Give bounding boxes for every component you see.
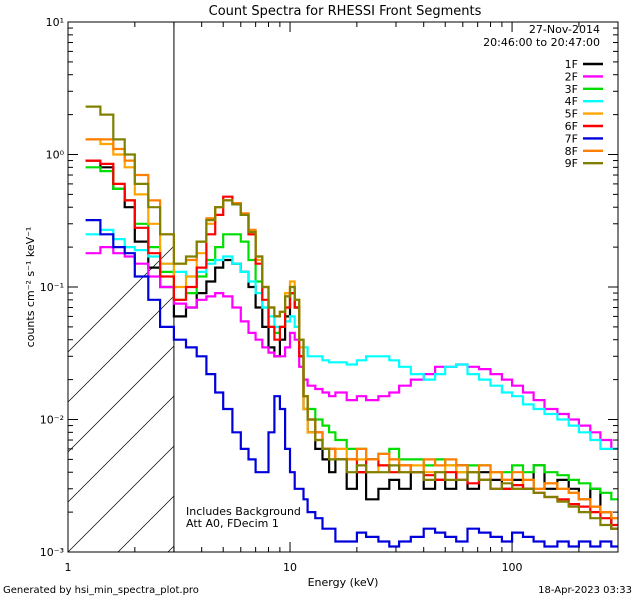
x-tick-label: 10	[283, 561, 297, 574]
legend-label-2F: 2F	[565, 70, 578, 83]
series-line-9F	[85, 105, 618, 530]
y-axis-label: counts cm⁻² s⁻¹ keV⁻¹	[24, 227, 37, 348]
y-tick-label: 10⁰	[46, 149, 65, 162]
x-tick-label: 100	[502, 561, 523, 574]
annotation-background: Includes Background	[186, 505, 301, 518]
legend-label-6F: 6F	[565, 120, 578, 133]
hatch-line	[68, 345, 174, 453]
legend-label-4F: 4F	[565, 95, 578, 108]
legend-label-9F: 9F	[565, 157, 578, 170]
hatch-line	[68, 395, 174, 503]
y-tick-label: 10⁻¹	[40, 281, 64, 294]
hatch-line	[418, 0, 640, 552]
x-axis-label: Energy (keV)	[308, 576, 379, 589]
hatch-line	[68, 245, 174, 353]
hatch-line	[68, 445, 174, 552]
hatch-line	[368, 0, 640, 552]
hatch-line	[68, 295, 174, 403]
series-line-1F	[85, 159, 618, 530]
x-tick-label: 1	[65, 561, 72, 574]
y-tick-label: 10⁻³	[40, 546, 64, 559]
y-tick-label: 10¹	[46, 16, 64, 29]
series-line-2F	[85, 246, 618, 450]
plot-frame	[67, 21, 619, 553]
legend-label-7F: 7F	[565, 132, 578, 145]
timestamp-text: 18-Apr-2023 03:33	[538, 585, 632, 596]
time-range-label: 20:46:00 to 20:47:00	[483, 36, 600, 49]
hatch-line	[268, 0, 640, 552]
date-label: 27-Nov-2014	[529, 23, 600, 36]
legend-label-1F: 1F	[565, 58, 578, 71]
hatch-line	[468, 0, 640, 552]
hatch-line	[618, 0, 640, 552]
hatch-line	[568, 0, 640, 552]
legend-label-5F: 5F	[565, 108, 578, 121]
series-line-5F	[85, 138, 618, 520]
legend-label-3F: 3F	[565, 83, 578, 96]
generated-by-text: Generated by hsi_min_spectra_plot.pro	[3, 585, 199, 596]
chart-title: Count Spectra for RHESSI Front Segments	[209, 4, 482, 19]
series-line-7F	[85, 219, 618, 548]
hatch-line	[518, 0, 640, 552]
y-tick-label: 10⁻²	[40, 414, 64, 427]
series-line-8F	[85, 138, 618, 520]
legend-label-8F: 8F	[565, 145, 578, 158]
series-line-6F	[85, 159, 618, 527]
series-line-3F	[85, 166, 618, 501]
annotation-attenuator: Att A0, FDecim 1	[186, 517, 279, 530]
